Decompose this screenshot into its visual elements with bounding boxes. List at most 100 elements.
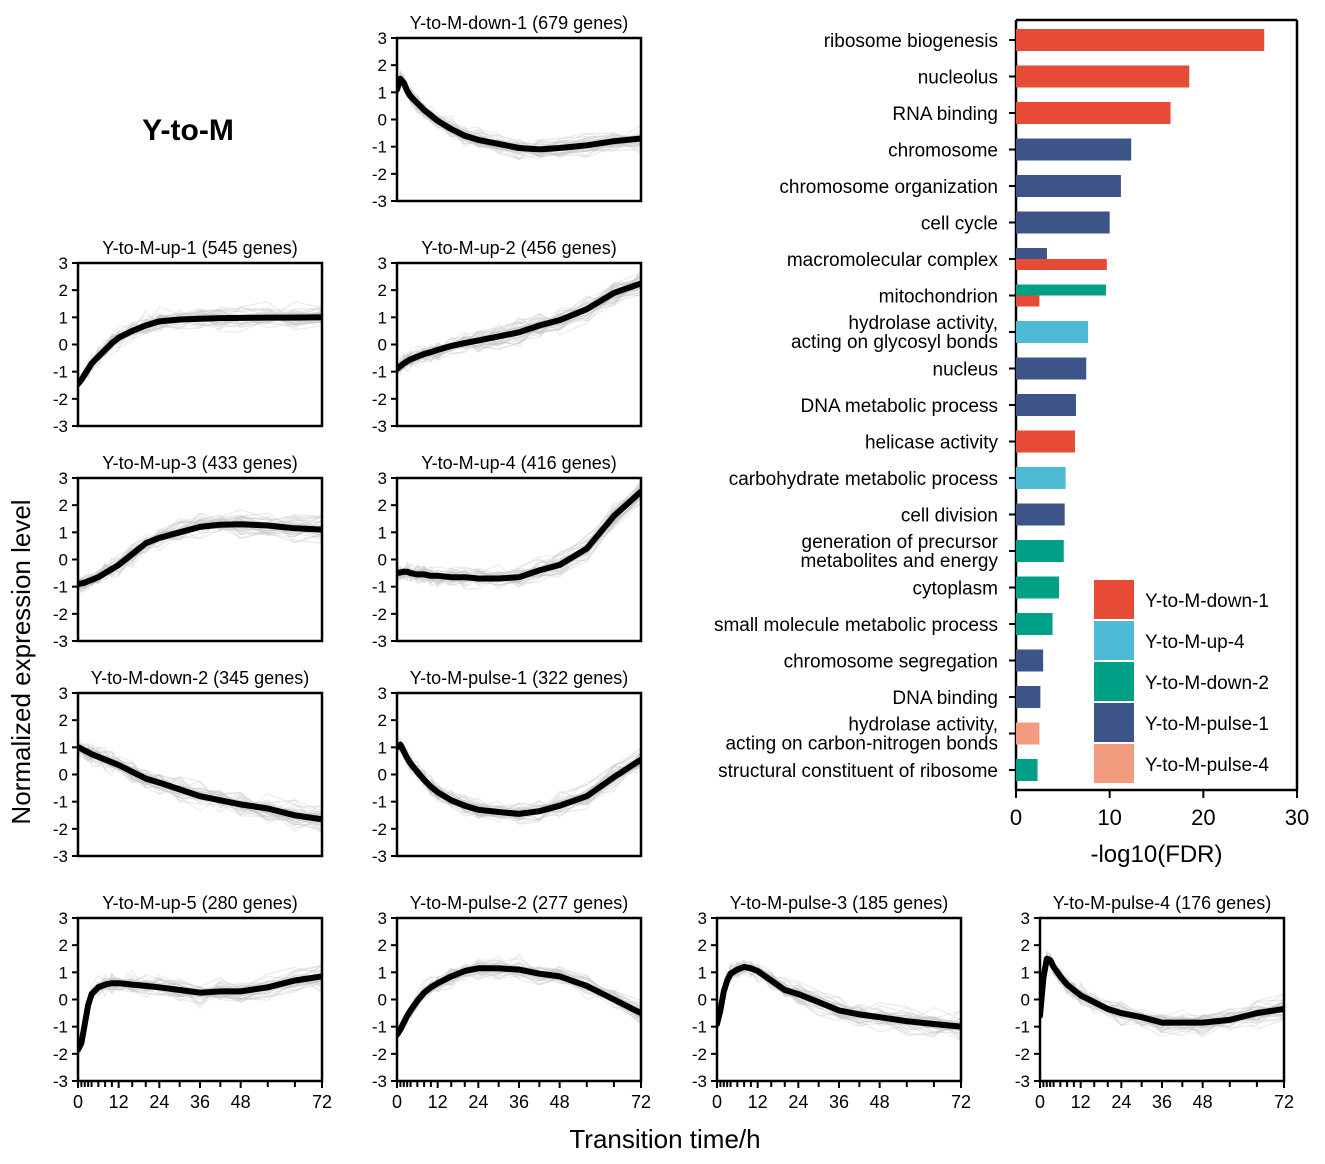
y-tick-label: 0	[378, 336, 387, 355]
legend-label: Y-to-M-up-4	[1145, 632, 1245, 653]
x-tick-label: 36	[829, 1092, 849, 1112]
y-tick-label: -3	[1015, 1072, 1030, 1091]
bar-Y-to-M-down-2	[1016, 759, 1038, 781]
y-tick-label: -1	[53, 1018, 68, 1037]
y-tick-label: 3	[378, 29, 387, 48]
y-tick-label: -2	[53, 1045, 68, 1064]
figure-title: Y-to-M	[142, 114, 234, 147]
gene-trajectory	[78, 745, 322, 823]
x-tick-label: 12	[109, 1092, 129, 1112]
x-tick-label: 48	[231, 1092, 251, 1112]
y-tick-label: -1	[53, 793, 68, 812]
bar-Y-to-M-down-1	[1016, 259, 1107, 270]
y-tick-label: 1	[59, 308, 68, 327]
x-tick-label: 24	[149, 1092, 169, 1112]
gene-trajectory	[1040, 954, 1284, 1037]
gene-trajectory	[78, 744, 322, 821]
gene-trajectory	[1040, 955, 1284, 1030]
y-tick-label: 1	[1021, 963, 1030, 982]
y-tick-label: -2	[372, 820, 387, 839]
gene-trajectory	[397, 496, 641, 587]
gene-trajectory	[397, 960, 641, 1031]
category-label: RNA binding	[892, 104, 998, 125]
gene-trajectory	[78, 514, 322, 586]
legend: Y-to-M-down-1 Y-to-M-up-4 Y-to-M-down-2 Y-t…	[1094, 580, 1269, 783]
mean-line	[1040, 955, 1284, 1026]
panel-Y-to-M-pulse-4: Y-to-M-pulse-4 (176 genes) 3 2 1 0 -1 -2 -3 0 12 2…	[1015, 893, 1294, 1112]
y-tick-label: 1	[378, 738, 387, 757]
y-tick-label: 1	[59, 738, 68, 757]
gene-trajectory	[78, 516, 322, 586]
bar-Y-to-M-down-2	[1016, 576, 1060, 599]
y-tick-label: -3	[372, 847, 387, 866]
panel-Y-to-M-pulse-2: Y-to-M-pulse-2 (277 genes) 3 2 1 0 -1 -2 -3 0 12 2…	[372, 893, 651, 1112]
bar-x-tick-label: 0	[1010, 805, 1022, 830]
mean-line	[397, 280, 641, 372]
gene-trajectory	[397, 494, 641, 585]
y-tick-label: -2	[372, 1045, 387, 1064]
panel-title: Y-to-M-pulse-3 (185 genes)	[730, 893, 948, 913]
gene-trajectory	[78, 518, 322, 591]
y-tick-label: 1	[378, 963, 387, 982]
y-tick-label: -3	[372, 632, 387, 651]
mean-line	[717, 963, 961, 1030]
bar-x-tick-label: 30	[1285, 805, 1309, 830]
y-tick-label: 3	[1021, 909, 1030, 928]
panel-title: Y-to-M-up-4 (416 genes)	[421, 453, 616, 473]
gene-trajectory	[78, 742, 322, 812]
panel-frame	[395, 261, 643, 428]
x-tick-label: 48	[550, 1092, 570, 1112]
gene-trajectory	[78, 301, 322, 386]
gene-trajectories	[78, 509, 322, 595]
y-tick-label: 0	[59, 336, 68, 355]
y-tick-label: -2	[372, 390, 387, 409]
bar-x-axis-label: -log10(FDR)	[1090, 841, 1222, 868]
y-tick-label: 2	[59, 496, 68, 515]
y-tick-label: -3	[53, 417, 68, 436]
y-tick-label: -2	[692, 1045, 707, 1064]
gene-trajectory	[78, 746, 322, 827]
x-tick-label: 0	[73, 1092, 83, 1112]
y-tick-label: 0	[378, 551, 387, 570]
gene-trajectory	[397, 73, 641, 155]
gene-trajectory	[78, 516, 322, 586]
gene-trajectory	[397, 965, 641, 1033]
category-label: DNA binding	[892, 688, 998, 709]
y-tick-label: 1	[378, 308, 387, 327]
panel-title: Y-to-M-pulse-1 (322 genes)	[410, 668, 628, 688]
gene-trajectories	[78, 964, 322, 1058]
y-tick-label: 1	[698, 963, 707, 982]
panel-frame	[76, 691, 324, 858]
panel-Y-to-M-up-1: Y-to-M-up-1 (545 genes) 3 2 1 0 -1 -2 -3	[53, 238, 324, 436]
panel-title: Y-to-M-down-1 (679 genes)	[410, 13, 628, 33]
y-tick-label: 2	[1021, 936, 1030, 955]
y-tick-label: 0	[59, 766, 68, 785]
gene-trajectory	[397, 496, 641, 590]
panel-Y-to-M-pulse-3: Y-to-M-pulse-3 (185 genes) 3 2 1 0 -1 -2 -3 0 12 2…	[692, 893, 971, 1112]
gene-trajectory	[1040, 955, 1284, 1034]
y-tick-label: 2	[698, 936, 707, 955]
x-tick-label: 36	[1152, 1092, 1172, 1112]
x-tick-label: 0	[392, 1092, 402, 1112]
gene-trajectory	[78, 741, 322, 831]
gene-trajectory	[397, 279, 641, 371]
y-tick-label: -2	[53, 390, 68, 409]
bar-Y-to-M-down-1	[1016, 102, 1171, 124]
y-tick-label: -3	[53, 632, 68, 651]
y-tick-label: 0	[378, 766, 387, 785]
y-tick-label: 1	[378, 83, 387, 102]
gene-trajectory	[397, 293, 641, 373]
category-label: carbohydrate metabolic process	[729, 469, 998, 490]
gene-trajectory	[78, 742, 322, 830]
bar-Y-to-M-pulse-1	[1016, 248, 1047, 259]
bar-x-tick-label: 10	[1097, 805, 1121, 830]
y-tick-label: 3	[378, 909, 387, 928]
y-tick-label: -1	[372, 578, 387, 597]
panel-title: Y-to-M-pulse-4 (176 genes)	[1053, 893, 1271, 913]
gene-trajectory	[78, 521, 322, 588]
gene-trajectory	[1040, 950, 1284, 1030]
panel-title: Y-to-M-down-2 (345 genes)	[91, 668, 309, 688]
x-tick-label: 0	[1035, 1092, 1045, 1112]
y-tick-label: -2	[372, 165, 387, 184]
